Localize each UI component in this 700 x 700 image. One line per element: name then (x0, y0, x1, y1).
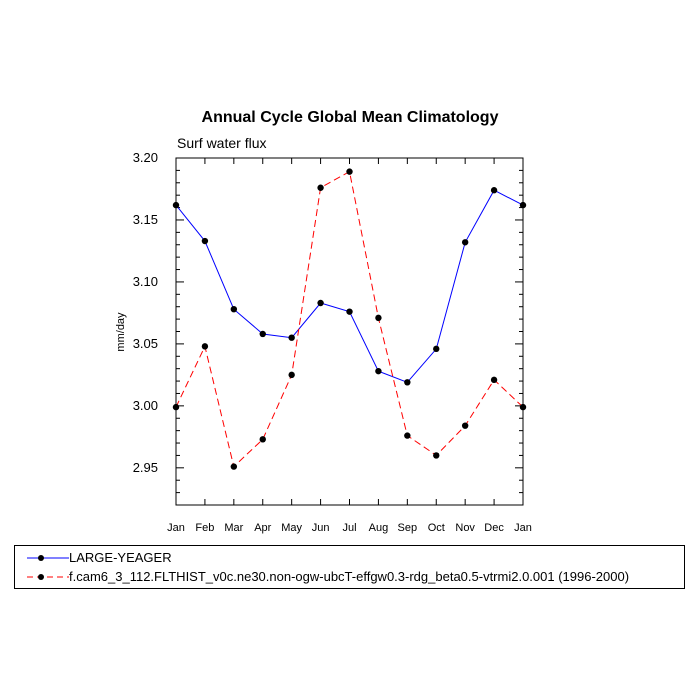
y-axis-label: mm/day (115, 312, 127, 352)
legend-swatch-solid (27, 555, 69, 561)
legend-item-model-run: f.cam6_3_112.FLTHIST_v0c.ne30.non-ogw-ub… (15, 568, 684, 588)
data-point-series-1 (317, 184, 324, 191)
y-tick-label: 3.20 (133, 150, 158, 165)
legend-label: LARGE-YEAGER (69, 550, 172, 565)
data-point-series-0 (490, 187, 498, 194)
x-tick-label: Jul (342, 522, 356, 534)
data-point-series-1 (404, 432, 411, 439)
data-point-series-1 (490, 376, 498, 384)
x-tick-label: Sep (398, 522, 418, 534)
data-point-series-1 (375, 314, 382, 322)
data-point-series-1 (201, 343, 209, 350)
data-point-series-1 (519, 403, 527, 411)
x-tick-label: Oct (428, 522, 445, 534)
series-layer (172, 168, 527, 470)
x-tick-label: Dec (484, 522, 504, 534)
x-tick-label: Feb (195, 522, 214, 534)
data-point-series-0 (201, 237, 209, 245)
legend-item-large-yeager: LARGE-YEAGER (15, 549, 684, 569)
chart-title: Annual Cycle Global Mean Climatology (202, 109, 499, 126)
data-point-series-1 (461, 422, 469, 429)
data-point-series-1 (288, 371, 295, 379)
x-tick-label: Jun (312, 522, 330, 534)
data-point-series-1 (433, 452, 440, 459)
data-point-series-0 (288, 334, 295, 341)
axis-ticks (175, 157, 524, 506)
series-line-1 (175, 170, 524, 468)
data-point-series-0 (461, 239, 469, 246)
x-tick-label: Apr (254, 522, 271, 534)
data-point-series-0 (317, 299, 324, 307)
data-point-series-0 (346, 308, 353, 315)
series-line-0 (175, 189, 524, 383)
axis-tick-labels: Jan Feb Mar Apr May Jun Jul Aug Sep Oct Nov Dec Jan 2… (133, 150, 532, 534)
data-point-series-0 (519, 201, 527, 209)
data-point-series-0 (259, 330, 266, 338)
x-tick-label: Nov (455, 522, 475, 534)
x-tick-label: Jan (514, 522, 532, 534)
x-tick-label: May (281, 522, 302, 534)
y-tick-label: 3.05 (133, 336, 158, 351)
data-point-series-1 (230, 463, 238, 470)
x-tick-label: Jan (167, 522, 185, 534)
data-point-series-0 (375, 367, 382, 375)
y-tick-label: 3.10 (133, 274, 158, 289)
x-tick-label: Aug (369, 522, 389, 534)
data-point-series-1 (346, 168, 353, 175)
y-tick-label: 2.95 (133, 460, 158, 475)
y-tick-label: 3.15 (133, 212, 158, 227)
data-point-series-1 (259, 436, 266, 443)
chart: Annual Cycle Global Mean Climatology Sur… (115, 109, 532, 534)
data-point-series-0 (172, 201, 180, 209)
legend-swatch-dashed (27, 574, 69, 580)
data-point-series-1 (172, 403, 180, 411)
legend: LARGE-YEAGER f.cam6_3_112.FLTHIST_v0c.ne… (14, 545, 685, 589)
legend-label: f.cam6_3_112.FLTHIST_v0c.ne30.non-ogw-ub… (69, 569, 630, 584)
chart-subtitle: Surf water flux (177, 135, 266, 151)
data-point-series-0 (404, 379, 411, 386)
data-point-series-0 (230, 305, 238, 313)
x-tick-label: Mar (224, 522, 243, 534)
data-point-series-0 (433, 345, 440, 353)
y-tick-label: 3.00 (133, 398, 158, 413)
plot-frame (175, 157, 524, 506)
